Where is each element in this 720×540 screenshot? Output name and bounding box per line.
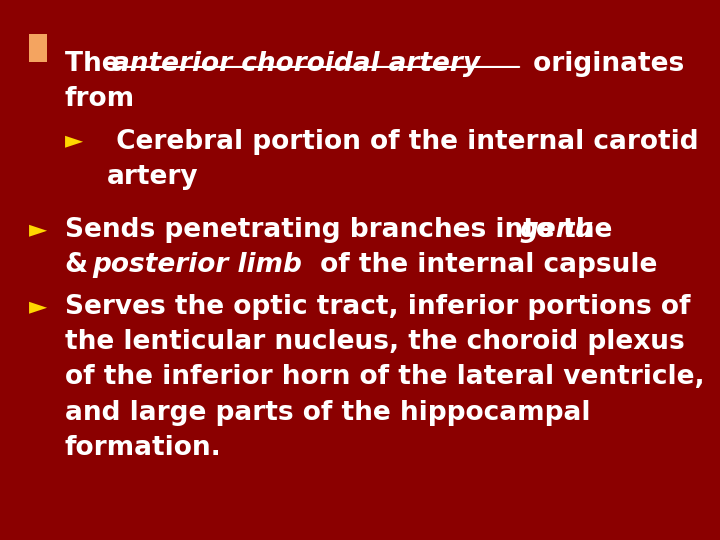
Text: posterior limb: posterior limb	[92, 252, 302, 278]
Text: ►: ►	[29, 217, 47, 241]
FancyBboxPatch shape	[29, 34, 47, 62]
Text: Serves the optic tract, inferior portions of: Serves the optic tract, inferior portion…	[65, 294, 690, 320]
Text: ►: ►	[29, 294, 47, 318]
Text: of the internal capsule: of the internal capsule	[311, 252, 657, 278]
Text: The: The	[65, 51, 129, 77]
Text: Sends penetrating branches into the: Sends penetrating branches into the	[65, 217, 621, 243]
Text: the lenticular nucleus, the choroid plexus: the lenticular nucleus, the choroid plex…	[65, 329, 685, 355]
Text: and large parts of the hippocampal: and large parts of the hippocampal	[65, 400, 590, 426]
Text: formation.: formation.	[65, 435, 222, 461]
Text: artery: artery	[107, 164, 198, 190]
Text: originates: originates	[524, 51, 685, 77]
Text: genu: genu	[520, 217, 594, 243]
Text: anterior choroidal artery: anterior choroidal artery	[112, 51, 480, 77]
Text: of the inferior horn of the lateral ventricle,: of the inferior horn of the lateral vent…	[65, 364, 704, 390]
Text: from: from	[65, 86, 135, 112]
Text: &: &	[65, 252, 97, 278]
Text: ►: ►	[65, 129, 83, 152]
Text: Cerebral portion of the internal carotid: Cerebral portion of the internal carotid	[107, 129, 698, 154]
